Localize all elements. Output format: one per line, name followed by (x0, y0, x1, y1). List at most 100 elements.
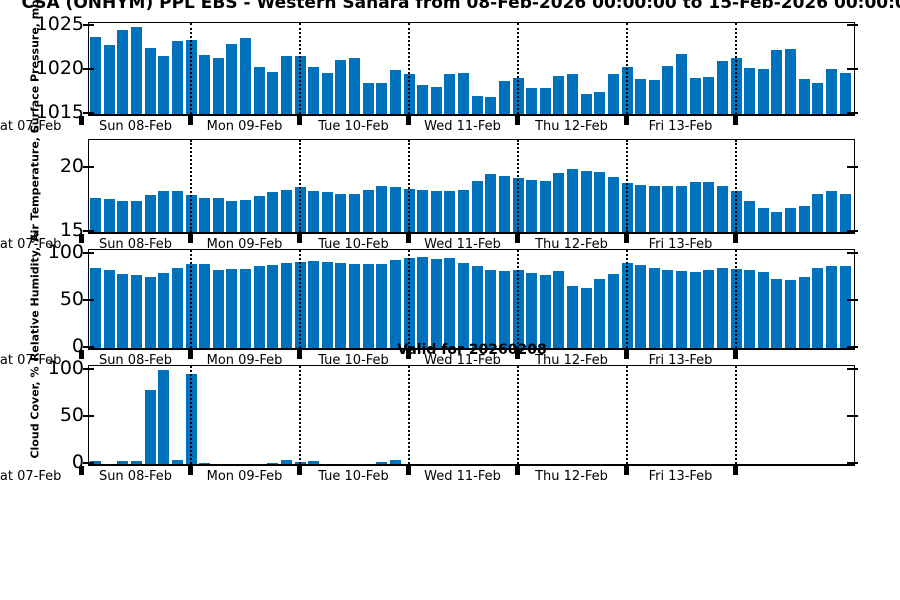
bar-relative-humidity (362, 264, 374, 348)
bar-air-temperature (607, 177, 619, 232)
bar-air-temperature (212, 197, 224, 232)
surface-pressure-chart (88, 22, 855, 116)
x-day-label: Sun 08-Feb (98, 237, 173, 252)
bar-surface-pressure (607, 74, 619, 114)
bar-cloud-cover (308, 461, 320, 464)
bar-relative-humidity (90, 268, 102, 348)
bar-surface-pressure (567, 73, 578, 114)
day-tick (187, 350, 193, 359)
x-day-label: Tue 10-Feb (318, 353, 389, 368)
day-boundary-gridline (408, 250, 410, 348)
y-tick (847, 346, 858, 348)
x-day-label: Mon 09-Feb (206, 469, 283, 484)
bar-surface-pressure (117, 30, 129, 114)
bar-relative-humidity (485, 270, 497, 348)
bar-relative-humidity (771, 278, 783, 348)
bar-air-temperature (321, 192, 333, 232)
bar-air-temperature (158, 191, 170, 232)
day-tick (187, 234, 193, 243)
y-tick (847, 230, 858, 232)
bar-relative-humidity (567, 286, 578, 348)
bar-air-temperature (498, 175, 510, 232)
bar-air-temperature (825, 191, 837, 232)
bar-relative-humidity (635, 265, 647, 348)
bar-air-temperature (171, 191, 183, 232)
day-tick (514, 116, 520, 125)
bar-cloud-cover (90, 461, 102, 464)
x-day-label: Sat 07-Feb (0, 237, 62, 252)
bar-relative-humidity (526, 272, 538, 348)
bar-relative-humidity (335, 263, 347, 348)
day-boundary-gridline (735, 250, 737, 348)
x-day-label: Tue 10-Feb (318, 237, 389, 252)
bar-relative-humidity (308, 260, 320, 348)
day-boundary-gridline (190, 140, 192, 232)
bar-surface-pressure (226, 43, 238, 114)
bar-air-temperature (553, 173, 565, 232)
bar-relative-humidity (785, 280, 796, 348)
y-tick (847, 299, 858, 302)
bar-air-temperature (226, 201, 238, 232)
bar-cloud-cover (131, 461, 142, 464)
y-tick (847, 166, 858, 169)
day-boundary-gridline (735, 366, 737, 464)
y-tick (847, 415, 858, 418)
day-tick (296, 234, 302, 243)
bar-surface-pressure (321, 72, 333, 114)
day-tick (732, 234, 738, 243)
y-tick-label: 15 (59, 219, 84, 242)
bar-surface-pressure (676, 54, 687, 114)
day-tick (405, 466, 411, 475)
bar-air-temperature (594, 171, 606, 232)
bar-relative-humidity (458, 262, 469, 348)
bar-surface-pressure (131, 26, 142, 114)
day-boundary-gridline (626, 140, 628, 232)
bar-air-temperature (280, 189, 292, 232)
bar-cloud-cover (199, 463, 211, 464)
bar-surface-pressure (485, 97, 497, 114)
day-tick (78, 234, 84, 243)
bar-air-temperature (267, 192, 279, 232)
y-tick-label: 1020 (35, 57, 84, 80)
bar-relative-humidity (240, 269, 251, 348)
x-day-label: Wed 11-Feb (424, 237, 501, 252)
x-day-label: Fri 13-Feb (648, 237, 713, 252)
cloud-cover-ylabel: Cloud Cover, % (28, 366, 42, 459)
bar-air-temperature (689, 182, 701, 232)
bar-relative-humidity (417, 256, 429, 348)
bar-air-temperature (744, 201, 756, 232)
bar-air-temperature (144, 194, 156, 232)
bar-air-temperature (444, 191, 456, 232)
day-boundary-gridline (735, 23, 737, 114)
bar-relative-humidity (839, 266, 851, 348)
bar-relative-humidity (498, 271, 510, 348)
bar-air-temperature (567, 169, 578, 232)
y-tick (847, 67, 858, 70)
bar-relative-humidity (158, 272, 170, 348)
bar-relative-humidity (703, 270, 715, 348)
y-tick (83, 112, 94, 114)
day-boundary-gridline (299, 366, 301, 464)
bar-relative-humidity (662, 270, 674, 348)
x-day-label: Thu 12-Feb (535, 469, 608, 484)
bar-surface-pressure (785, 48, 796, 114)
bar-surface-pressure (798, 78, 810, 114)
bar-relative-humidity (812, 268, 824, 348)
x-day-label: Sun 08-Feb (98, 119, 173, 134)
bar-air-temperature (376, 185, 388, 232)
bar-relative-humidity (580, 287, 592, 348)
day-boundary-gridline (190, 250, 192, 348)
y-tick (83, 67, 94, 70)
bar-cloud-cover (171, 460, 183, 464)
day-tick (732, 350, 738, 359)
bar-surface-pressure (771, 49, 783, 114)
x-day-label: Wed 11-Feb (424, 469, 501, 484)
bar-relative-humidity (253, 266, 265, 348)
bar-relative-humidity (757, 271, 769, 348)
day-boundary-gridline (408, 23, 410, 114)
bar-air-temperature (131, 201, 142, 232)
bar-relative-humidity (744, 270, 756, 348)
day-tick (78, 116, 84, 125)
x-day-label: Fri 13-Feb (648, 353, 713, 368)
